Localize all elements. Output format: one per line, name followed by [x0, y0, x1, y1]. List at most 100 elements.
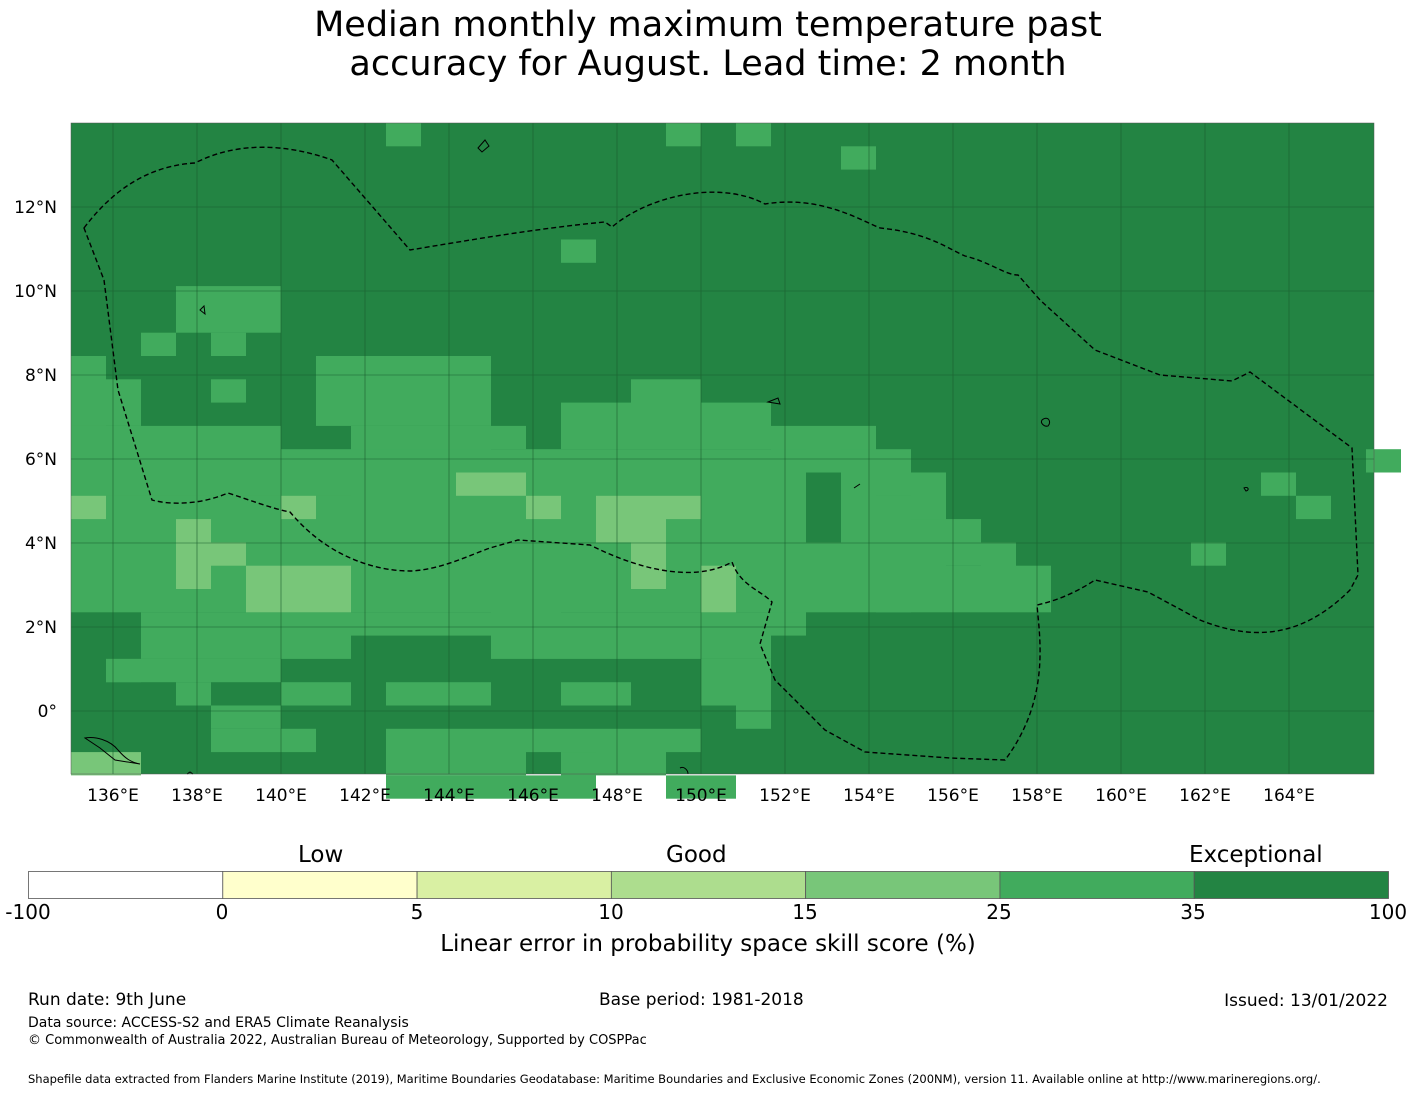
- colorbar-tick: 15: [792, 900, 818, 924]
- lat-label: 2°N: [25, 618, 57, 638]
- skill-cell: [106, 658, 141, 683]
- skill-cell: [561, 682, 631, 706]
- skill-cell: [561, 402, 631, 450]
- skill-cell: [736, 402, 771, 450]
- skill-cell: [211, 542, 246, 566]
- skill-cell: [386, 728, 526, 776]
- lat-label: 6°N: [25, 450, 57, 470]
- skill-cell: [1366, 449, 1401, 473]
- run-date: Run date: 9th June: [28, 990, 187, 1010]
- skill-cell: [71, 495, 106, 520]
- colorbar: [28, 871, 1389, 899]
- skill-cell: [211, 379, 246, 403]
- skill-cell: [211, 332, 246, 356]
- skill-cell: [911, 519, 946, 613]
- colorbar-category-low: Low: [298, 842, 344, 868]
- colorbar-swatch: [222, 871, 418, 899]
- lat-label: 8°N: [25, 366, 57, 386]
- skill-cell: [526, 728, 561, 753]
- data-source: Data source: ACCESS-S2 and ERA5 Climate …: [28, 1015, 409, 1031]
- skill-cell: [106, 658, 281, 683]
- colorbar-swatch: [416, 871, 612, 899]
- colorbar-swatch: [999, 871, 1195, 899]
- skill-cell: [386, 123, 421, 147]
- colorbar-tick: -100: [5, 900, 51, 924]
- lon-label: 140°E: [255, 786, 307, 806]
- skill-cell: [701, 612, 771, 659]
- colorbar-tick: 35: [1180, 900, 1206, 924]
- colorbar-label: Linear error in probability space skill …: [440, 931, 976, 957]
- eez-boundary-palau-yap: [83, 146, 1359, 761]
- skill-cell: [491, 425, 526, 450]
- skill-cell: [736, 705, 771, 729]
- lon-label: 150°E: [675, 786, 727, 806]
- skill-cell: [561, 612, 631, 659]
- skill-cell: [1261, 472, 1296, 496]
- lon-label: 164°E: [1263, 786, 1315, 806]
- skill-cell: [701, 402, 736, 450]
- skill-cell: [176, 682, 211, 706]
- lon-label: 152°E: [759, 786, 811, 806]
- skill-cell: [491, 589, 561, 659]
- skill-cell: [211, 728, 316, 753]
- colorbar-category-good: Good: [666, 842, 727, 868]
- skill-cell: [456, 472, 491, 496]
- skill-cell: [666, 728, 701, 753]
- lat-label: 4°N: [25, 534, 57, 554]
- colorbar-swatch: [805, 871, 1001, 899]
- island-outlines: [83, 139, 1249, 775]
- skill-cell: [491, 472, 526, 496]
- skill-cell: [701, 658, 771, 706]
- lat-label: 0°: [38, 702, 57, 722]
- skill-cell: [946, 565, 981, 613]
- lon-label: 148°E: [591, 786, 643, 806]
- skill-cell: [946, 519, 981, 566]
- skill-cell: [666, 775, 736, 799]
- colorbar-tick: 10: [598, 900, 624, 924]
- colorbar-swatch: [1193, 871, 1389, 899]
- lon-label: 158°E: [1011, 786, 1063, 806]
- skill-cell: [1191, 542, 1226, 566]
- skill-cell: [981, 542, 1016, 613]
- skill-cell: [1016, 565, 1051, 589]
- copyright: © Commonwealth of Australia 2022, Austra…: [28, 1033, 647, 1048]
- skill-score-map: 136°E 138°E 140°E 142°E 144°E 146°E 148°…: [14, 122, 1401, 806]
- skill-cell: [176, 286, 281, 333]
- skill-cell: [351, 612, 491, 636]
- colorbar-swatch: [28, 871, 224, 899]
- skill-cell: [561, 239, 596, 263]
- lon-label: 138°E: [171, 786, 223, 806]
- map-frame: [70, 122, 1375, 775]
- colorbar-tick: 5: [410, 900, 424, 924]
- map-gridlines: [71, 123, 1374, 774]
- colorbar-tick: 25: [986, 900, 1012, 924]
- skill-cell: [701, 565, 736, 589]
- skill-cell: [596, 495, 666, 543]
- skill-cell: [841, 146, 876, 170]
- lon-label: 154°E: [843, 786, 895, 806]
- latitude-labels: 12°N 10°N 8°N 6°N 4°N 2°N 0°: [14, 198, 57, 722]
- skill-cell: [841, 472, 876, 589]
- lon-label: 142°E: [339, 786, 391, 806]
- base-period: Base period: 1981-2018: [599, 990, 804, 1010]
- skill-cell: [386, 775, 561, 799]
- lat-label: 12°N: [14, 198, 57, 218]
- skill-cell: [106, 379, 141, 426]
- skill-cell: [176, 519, 211, 589]
- skill-cell: [71, 752, 141, 776]
- title-line-2: accuracy for August. Lead time: 2 month: [349, 44, 1067, 84]
- skill-cell: [701, 589, 736, 613]
- skill-cells: [71, 123, 1401, 799]
- shapefile-credit: Shapefile data extracted from Flanders M…: [28, 1072, 1321, 1086]
- lon-label: 162°E: [1179, 786, 1231, 806]
- skill-cell: [526, 495, 561, 520]
- map-title: Median monthly maximum temperature past …: [0, 6, 1416, 84]
- skill-cell: [631, 542, 666, 589]
- lon-label: 156°E: [927, 786, 979, 806]
- skill-cell: [631, 379, 701, 450]
- skill-cell: [736, 123, 771, 147]
- skill-cell: [1016, 589, 1051, 613]
- skill-cell: [771, 542, 841, 613]
- skill-cell: [281, 682, 351, 706]
- lat-label: 10°N: [14, 282, 57, 302]
